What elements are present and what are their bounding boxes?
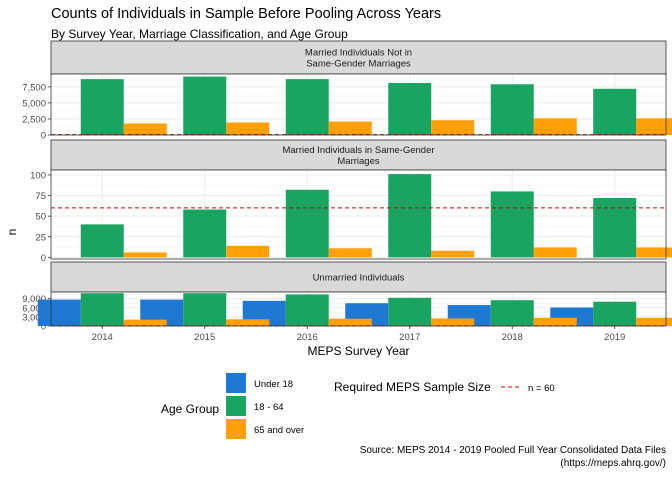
legend-key-label: 18 - 64 [254, 402, 284, 413]
y-tick-label: 5,000 [22, 98, 46, 109]
legend-threshold: Required MEPS Sample Size n = 60 [334, 380, 555, 394]
legend-key-swatch [226, 419, 246, 439]
bar-65-and-over-2018 [533, 118, 577, 135]
bar-65-and-over-2014 [123, 252, 167, 258]
x-tick-label: 2018 [502, 332, 523, 343]
bar-18-64-2019 [593, 88, 637, 135]
legend-key-label: 65 and over [254, 425, 304, 436]
panel-border [50, 291, 667, 327]
chart-subtitle: By Survey Year, Marriage Classification,… [51, 27, 348, 41]
bar-65-and-over-2019 [636, 317, 672, 326]
bar-18-64-2014 [80, 293, 124, 326]
y-tick-label: 0 [41, 131, 46, 142]
bar-65-and-over-2015 [226, 122, 270, 135]
facet-strip-label: Marriages [337, 156, 379, 167]
x-tick-label: 2019 [604, 332, 625, 343]
y-tick-label: 0 [41, 322, 46, 333]
x-tick-label: 2017 [399, 332, 420, 343]
bar-65-and-over-2014 [123, 123, 167, 135]
bar-65-and-over-2017 [431, 318, 475, 326]
y-tick-label: 6,000 [22, 303, 46, 314]
facet-strip-label: Unmarried Individuals [313, 273, 405, 284]
y-tick-label: 9,000 [22, 294, 46, 305]
facet-strip [50, 139, 667, 171]
source-caption: Source: MEPS 2014 - 2019 Pooled Full Yea… [266, 444, 666, 470]
bar-18-64-2017 [388, 82, 432, 135]
bar-65-and-over-2018 [533, 247, 577, 258]
source-line-2: (https://meps.ahrq.gov/) [560, 458, 666, 469]
bar-18-64-2015 [183, 76, 227, 135]
bar-18-64-2019 [593, 198, 637, 258]
bar-18-64-2019 [593, 301, 637, 326]
facet-strip [50, 261, 667, 293]
bar-65-and-over-2018 [533, 317, 577, 326]
y-tick-label: 25 [35, 232, 46, 243]
y-tick-label: 50 [35, 212, 46, 223]
legend-key-label: n = 60 [528, 383, 555, 394]
bar-18-64-2017 [388, 297, 432, 326]
bar-18-64-2018 [490, 84, 534, 135]
facet-panel-2: Married Individuals in Same-GenderMarria… [30, 139, 672, 264]
legend-title: Age Group [161, 402, 219, 416]
legend-age-group: Age Group Under 18 18 - 64 65 and over [161, 373, 304, 439]
facet-strip-label: Married Individuals Not in [305, 48, 412, 59]
bar-18-64-2016 [285, 79, 329, 135]
bar-65-and-over-2019 [636, 118, 672, 135]
legend-title: Required MEPS Sample Size [334, 380, 491, 394]
bar-65-and-over-2017 [431, 250, 475, 258]
y-tick-label: 0 [41, 253, 46, 264]
y-tick-label: 2,500 [22, 114, 46, 125]
source-line-1: Source: MEPS 2014 - 2019 Pooled Full Yea… [359, 445, 666, 456]
facet-strip [50, 40, 667, 75]
bar-18-64-2017 [388, 174, 432, 258]
bar-65-and-over-2019 [636, 247, 672, 258]
x-axis-title: MEPS Survey Year [307, 344, 409, 358]
bar-18-64-2018 [490, 191, 534, 258]
bar-18-64-2014 [80, 224, 124, 258]
facet-strip-label: Same-Gender Marriages [306, 59, 411, 70]
bar-18-64-2014 [80, 79, 124, 135]
bar-65-and-over-2017 [431, 120, 475, 135]
bar-65-and-over-2014 [123, 319, 167, 326]
panel-background [51, 170, 666, 259]
legend-key-swatch [226, 373, 246, 393]
bar-18-64-2015 [183, 209, 227, 258]
bar-65-and-over-2016 [328, 121, 372, 135]
x-tick-label: 2015 [194, 332, 215, 343]
bar-65-and-over-2016 [328, 248, 372, 258]
x-tick-label: 2014 [92, 332, 113, 343]
bar-65-and-over-2015 [226, 319, 270, 326]
facet-strip-label: Married Individuals in Same-Gender [282, 145, 434, 156]
legend-key-label: Under 18 [254, 379, 293, 390]
bar-under-18-2014 [37, 299, 81, 326]
bar-18-64-2016 [285, 189, 329, 258]
y-axis-title: n [5, 229, 19, 236]
panel-border [50, 73, 667, 136]
y-tick-label: 7,500 [22, 82, 46, 93]
bar-18-64-2018 [490, 300, 534, 326]
chart-title: Counts of Individuals in Sample Before P… [51, 6, 442, 22]
legend-key-swatch [226, 396, 246, 416]
bar-65-and-over-2015 [226, 245, 270, 258]
x-tick-label: 2016 [297, 332, 318, 343]
y-tick-label: 100 [30, 170, 46, 181]
panel-border [50, 169, 667, 260]
bar-18-64-2015 [183, 293, 227, 326]
y-tick-label: 3,000 [22, 312, 46, 323]
y-tick-label: 75 [35, 191, 46, 202]
bar-65-and-over-2016 [328, 318, 372, 326]
bar-18-64-2016 [285, 294, 329, 326]
